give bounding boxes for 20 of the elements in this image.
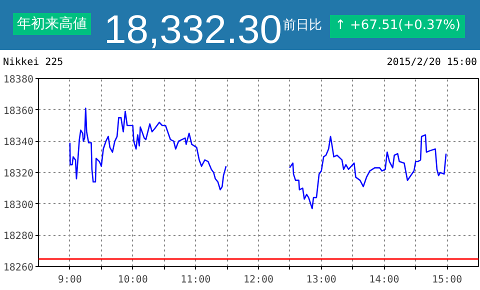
x-tick-label: 11:00 xyxy=(180,274,211,286)
x-tick-label: 13:00 xyxy=(306,274,336,286)
y-tick-label: 18360 xyxy=(3,106,34,117)
text: 年初来高値 xyxy=(13,13,91,35)
x-tick-label: 14:00 xyxy=(369,274,400,286)
chart-subtitle: 2015/2/20 15:00 xyxy=(386,56,477,70)
y-tick-label: 18300 xyxy=(3,200,34,211)
text: 前日比 xyxy=(283,17,322,35)
y-tick-label: 18320 xyxy=(3,168,34,180)
x-tick-label: 10:00 xyxy=(118,274,148,286)
y-tick-label: 18280 xyxy=(3,231,34,242)
x-tick-label: 15:00 xyxy=(432,274,462,286)
text: 18,332.30 xyxy=(104,7,282,54)
y-tick-label: 18380 xyxy=(3,74,34,86)
chart-title: Nikkei 225 xyxy=(3,56,64,70)
x-tick-label: 12:00 xyxy=(243,274,274,286)
y-tick-label: 18340 xyxy=(3,137,34,148)
x-tick-label: 9:00 xyxy=(58,274,82,286)
y-tick-label: 18260 xyxy=(3,262,34,274)
text: ↑ +67.51(+0.37%) xyxy=(330,15,466,38)
